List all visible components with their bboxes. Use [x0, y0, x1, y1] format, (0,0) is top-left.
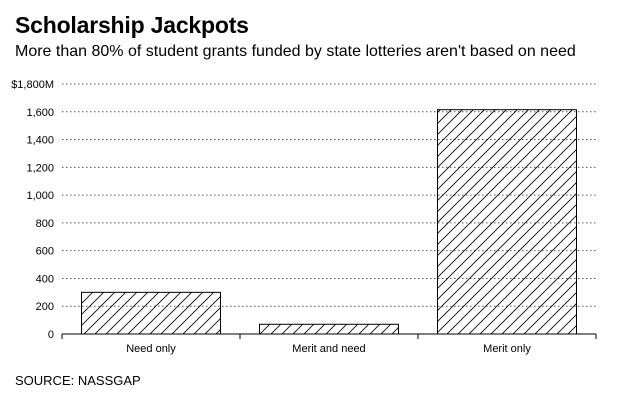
bars	[81, 109, 577, 335]
tick-labels: 0 200 400 600 800 1,000 1,200 1,400 1,600 $1,800M…	[11, 79, 531, 355]
y-tick-label: 200	[36, 301, 54, 313]
x-axis	[61, 333, 597, 339]
chart-title: Scholarship Jackpots	[15, 12, 249, 38]
y-tick-label: 400	[36, 273, 54, 285]
y-tick-label: 1,200	[26, 162, 54, 174]
x-tick-label: Need only	[126, 343, 176, 355]
y-tick-label: 600	[36, 246, 54, 258]
y-tick-label: $1,800M	[11, 79, 54, 91]
x-tick-label: Merit and need	[292, 343, 365, 355]
y-tick-label: 0	[48, 329, 54, 341]
bar	[81, 291, 221, 335]
chart-subtitle: More than 80% of student grants funded b…	[15, 43, 576, 60]
x-tick-label: Merit only	[483, 343, 531, 355]
bar	[437, 109, 577, 335]
source-note: SOURCE: NASSGAP	[15, 373, 141, 388]
y-tick-label: 1,600	[26, 107, 54, 119]
y-tick-label: 1,400	[26, 135, 54, 147]
y-tick-label: 1,000	[26, 190, 54, 202]
y-tick-label: 800	[36, 218, 54, 230]
bar	[259, 323, 399, 335]
